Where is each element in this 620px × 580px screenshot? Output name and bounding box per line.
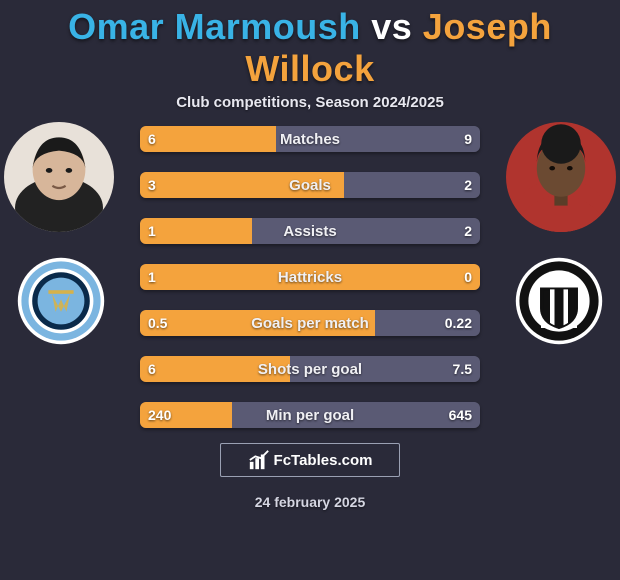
stat-value-left: 0.5: [140, 310, 175, 336]
page-title: Omar Marmoush vs Joseph Willock: [0, 0, 620, 90]
stat-label: Goals per match: [140, 310, 480, 336]
stat-value-right: 9: [456, 126, 480, 152]
brand-text: FcTables.com: [274, 452, 373, 469]
footer-date: 24 february 2025: [0, 494, 620, 510]
player2-club-crest: [514, 256, 604, 346]
stat-value-right: 0: [456, 264, 480, 290]
stat-label: Goals: [140, 172, 480, 198]
stat-label: Min per goal: [140, 402, 480, 428]
vs-text: vs: [371, 6, 412, 47]
subtitle: Club competitions, Season 2024/2025: [0, 94, 620, 111]
stat-row: Goals3 2: [140, 172, 480, 198]
player2-avatar: [506, 122, 616, 232]
stat-row: Goals per match0.5 0.22: [140, 310, 480, 336]
stat-value-left: 1: [140, 264, 164, 290]
stat-value-left: 1: [140, 218, 164, 244]
stat-row: Assists1 2: [140, 218, 480, 244]
stat-value-left: 240: [140, 402, 179, 428]
stat-value-right: 2: [456, 172, 480, 198]
stat-row: Hattricks1 0: [140, 264, 480, 290]
brand-chart-icon: [248, 449, 270, 471]
stat-row: Min per goal240 645: [140, 402, 480, 428]
stat-value-right: 2: [456, 218, 480, 244]
stat-value-left: 6: [140, 356, 164, 382]
stat-row: Shots per goal6 7.5: [140, 356, 480, 382]
stat-value-left: 3: [140, 172, 164, 198]
stat-label: Matches: [140, 126, 480, 152]
stat-value-right: 7.5: [445, 356, 480, 382]
brand-box: FcTables.com: [220, 443, 400, 477]
stat-value-right: 0.22: [437, 310, 480, 336]
stats-bars: Matches69Goals32Assists12Hattricks10Goal…: [140, 126, 480, 448]
player1-club-crest: [16, 256, 106, 346]
player1-name: Omar Marmoush: [68, 6, 361, 47]
stat-label: Assists: [140, 218, 480, 244]
stat-label: Shots per goal: [140, 356, 480, 382]
player1-avatar: [4, 122, 114, 232]
stat-row: Matches6 9: [140, 126, 480, 152]
stat-value-left: 6: [140, 126, 164, 152]
stat-value-right: 645: [441, 402, 480, 428]
stat-label: Hattricks: [140, 264, 480, 290]
